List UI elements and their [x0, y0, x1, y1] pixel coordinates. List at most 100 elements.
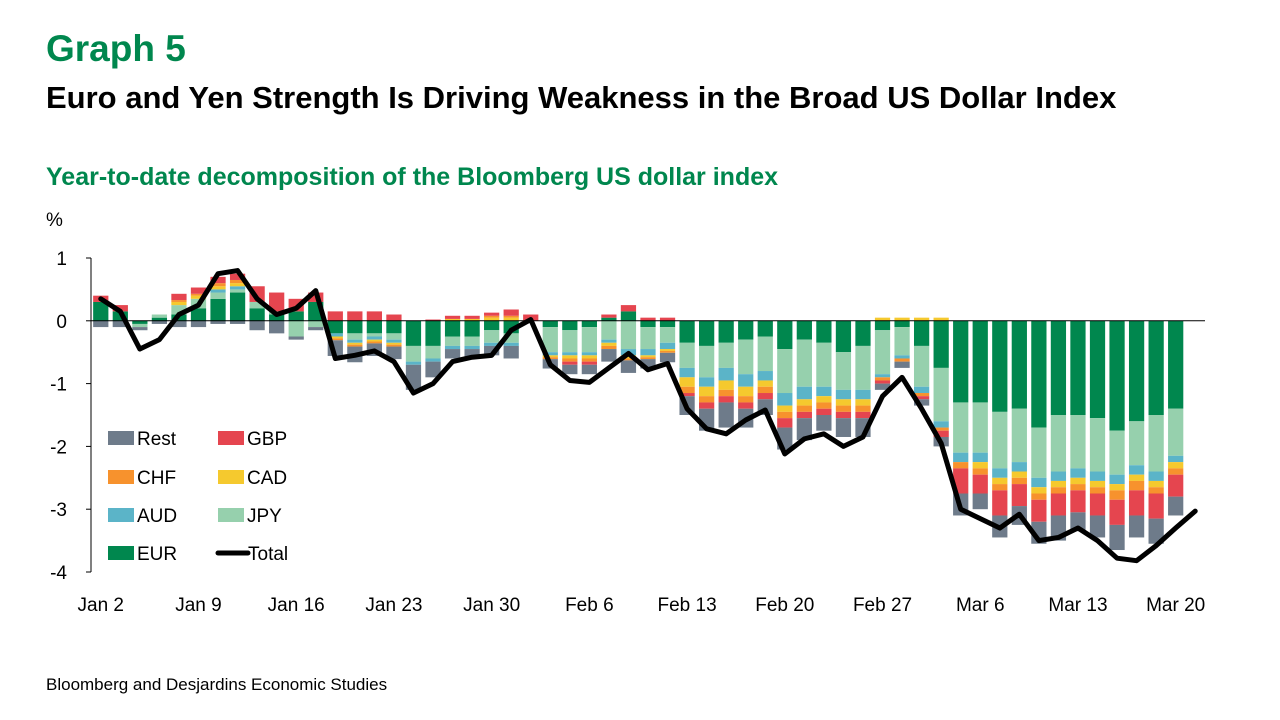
bar-eur	[757, 320, 773, 337]
bar-cad	[874, 317, 891, 321]
bar-gbp	[210, 276, 226, 284]
bar-gbp	[484, 312, 500, 316]
bar-jpy	[405, 345, 422, 362]
bar-eur	[581, 320, 597, 328]
bar-gbp	[425, 319, 441, 321]
bar-jpy	[210, 292, 226, 299]
bar-chf	[1011, 477, 1027, 485]
bar-chf	[659, 350, 676, 353]
bar-aud	[640, 349, 656, 356]
graph-number: Graph 5	[46, 28, 186, 69]
bar-aud	[327, 333, 343, 337]
bar-cad	[659, 349, 676, 351]
bar-chf	[1128, 480, 1145, 491]
bar-eur	[953, 320, 969, 403]
bar-cad	[1168, 462, 1184, 469]
bar-cad	[620, 355, 637, 359]
bar-jpy	[464, 336, 480, 346]
bar-aud	[679, 367, 695, 378]
bar-rest	[620, 360, 637, 373]
bar-eur	[327, 320, 343, 334]
bar-gbp	[816, 408, 832, 415]
bar-rest	[835, 418, 852, 437]
bar-gbp	[229, 273, 246, 280]
bar-eur	[288, 311, 304, 321]
bar-chf	[562, 358, 578, 362]
bar-gbp	[269, 292, 285, 312]
bar-gbp	[620, 305, 637, 312]
bar-jpy	[151, 314, 168, 318]
legend-label-gbp: GBP	[247, 429, 287, 450]
bar-aud	[503, 342, 519, 346]
legend-label-aud: AUD	[137, 506, 177, 527]
bar-chf	[699, 396, 715, 403]
chart-subtitle: Year-to-date decomposition of the Bloomb…	[46, 163, 779, 191]
bar-aud	[1089, 471, 1106, 481]
bar-jpy	[913, 345, 930, 387]
bar-chf	[1050, 487, 1067, 494]
y-tick-label: -1	[50, 375, 67, 396]
bar-jpy	[718, 342, 734, 368]
bar-cad	[913, 317, 930, 321]
bar-rest	[386, 346, 402, 360]
bar-eur	[229, 292, 246, 321]
bar-cad	[738, 386, 754, 397]
bar-chf	[1148, 487, 1164, 494]
bar-cad	[1070, 477, 1086, 485]
bar-jpy	[699, 345, 715, 378]
bar-jpy	[933, 367, 949, 422]
bar-chf	[190, 293, 207, 296]
bar-rest	[562, 364, 578, 375]
bar-aud	[913, 386, 930, 394]
bar-eur	[699, 320, 715, 346]
bar-eur	[679, 320, 695, 343]
bar-eur	[132, 320, 148, 324]
bar-chf	[601, 345, 617, 350]
bar-chf	[718, 389, 734, 397]
x-tick-label: Jan 16	[268, 595, 325, 616]
bar-cad	[835, 399, 852, 406]
bar-aud	[581, 352, 597, 356]
bar-rest	[581, 364, 597, 375]
bar-rest	[425, 361, 441, 378]
bar-chf	[581, 358, 597, 362]
bar-chf	[1109, 490, 1125, 500]
bar-gbp	[659, 317, 676, 321]
bar-jpy	[1031, 427, 1047, 478]
bar-gbp	[112, 305, 128, 312]
bar-eur	[190, 308, 207, 321]
bar-aud	[347, 339, 363, 343]
bar-cad	[366, 339, 382, 342]
bar-gbp	[347, 311, 363, 321]
legend-label-rest: Rest	[137, 429, 177, 450]
bar-jpy	[777, 349, 793, 394]
bar-rest	[816, 415, 832, 431]
legend-swatch-aud	[108, 508, 134, 522]
bar-chf	[894, 358, 910, 362]
legend-label-total: Total	[248, 544, 288, 565]
bar-rest	[229, 320, 246, 324]
legend-swatch-gbp	[218, 431, 244, 445]
bar-jpy	[1168, 408, 1184, 456]
bar-eur	[562, 320, 578, 331]
bar-cad	[640, 355, 656, 358]
bar-eur	[640, 320, 656, 328]
legend-swatch-cad	[218, 470, 244, 484]
bar-eur	[1089, 320, 1106, 419]
y-tick-label: -3	[50, 500, 67, 521]
bar-gbp	[464, 315, 480, 319]
bar-gbp	[699, 402, 715, 409]
bar-gbp	[1031, 499, 1047, 522]
bar-rest	[1109, 524, 1125, 551]
bar-cad	[327, 336, 343, 339]
bar-eur	[855, 320, 871, 346]
bar-gbp	[1109, 499, 1125, 525]
bar-eur	[1148, 320, 1164, 415]
bar-eur	[1031, 320, 1047, 428]
bar-chf	[757, 386, 773, 394]
bar-aud	[992, 468, 1008, 478]
bar-jpy	[229, 289, 246, 293]
bar-chf	[835, 405, 852, 412]
bar-aud	[542, 352, 558, 356]
bar-jpy	[894, 327, 910, 356]
